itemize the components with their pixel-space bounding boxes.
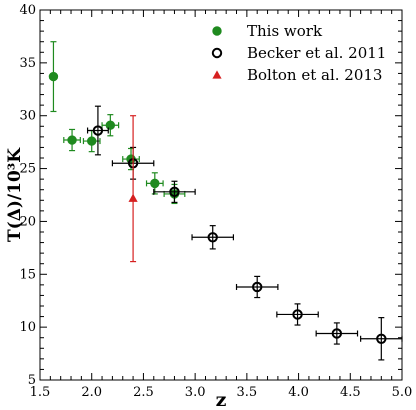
x-tick-label: 3.5 — [237, 385, 258, 400]
data-point-series-1 — [92, 125, 104, 136]
y-axis-title: T(Δ)/10³K — [5, 147, 25, 242]
data-point-series-1 — [376, 333, 387, 344]
x-tick-label: 1.5 — [30, 385, 51, 400]
legend-marker — [212, 26, 222, 36]
data-point-series-0 — [87, 136, 97, 146]
legend: This work Becker et al. 2011 Bolton et al.… — [211, 22, 386, 84]
data-point-series-0 — [105, 120, 116, 130]
x-tick-label: 4.5 — [340, 385, 361, 400]
data-marks — [48, 41, 403, 361]
y-tick-label: 15 — [19, 267, 36, 282]
data-point-series-1 — [252, 281, 263, 293]
axis-ticks: 1.5 2.0 2.5 3.0 3.5 4.0 4.5 5.0 5 10 15 20 25 30 35 40 — [19, 3, 412, 400]
data-point-series-0 — [67, 135, 77, 145]
legend-marker — [211, 47, 223, 59]
data-point-series-2 — [128, 193, 138, 202]
legend-marker — [212, 70, 222, 79]
data-point-series-1 — [207, 232, 218, 243]
legend-label: Becker et al. 2011 — [247, 44, 386, 62]
data-point-series-0 — [48, 71, 59, 82]
y-tick-label: 5 — [28, 373, 36, 388]
y-tick-label: 20 — [19, 214, 36, 229]
y-tick-label: 35 — [19, 56, 36, 71]
x-tick-label: 2.0 — [81, 385, 102, 400]
x-tick-label: 2.5 — [133, 385, 154, 400]
y-tick-label: 30 — [19, 109, 36, 124]
data-point-series-0 — [150, 178, 160, 189]
legend-label: This work — [247, 22, 323, 40]
data-point-series-1 — [169, 186, 180, 198]
data-point-series-1 — [331, 328, 343, 339]
plot-frame — [39, 9, 403, 381]
data-point-series-1 — [292, 309, 303, 320]
x-axis-title: z — [216, 389, 227, 410]
x-tick-label: 4.0 — [288, 385, 309, 400]
x-tick-label: 5.0 — [392, 385, 413, 400]
legend-label: Bolton et al. 2013 — [247, 66, 382, 84]
y-tick-label: 25 — [19, 162, 36, 177]
y-tick-label: 10 — [19, 320, 36, 335]
y-tick-label: 40 — [19, 3, 36, 18]
x-tick-label: 3.0 — [185, 385, 206, 400]
